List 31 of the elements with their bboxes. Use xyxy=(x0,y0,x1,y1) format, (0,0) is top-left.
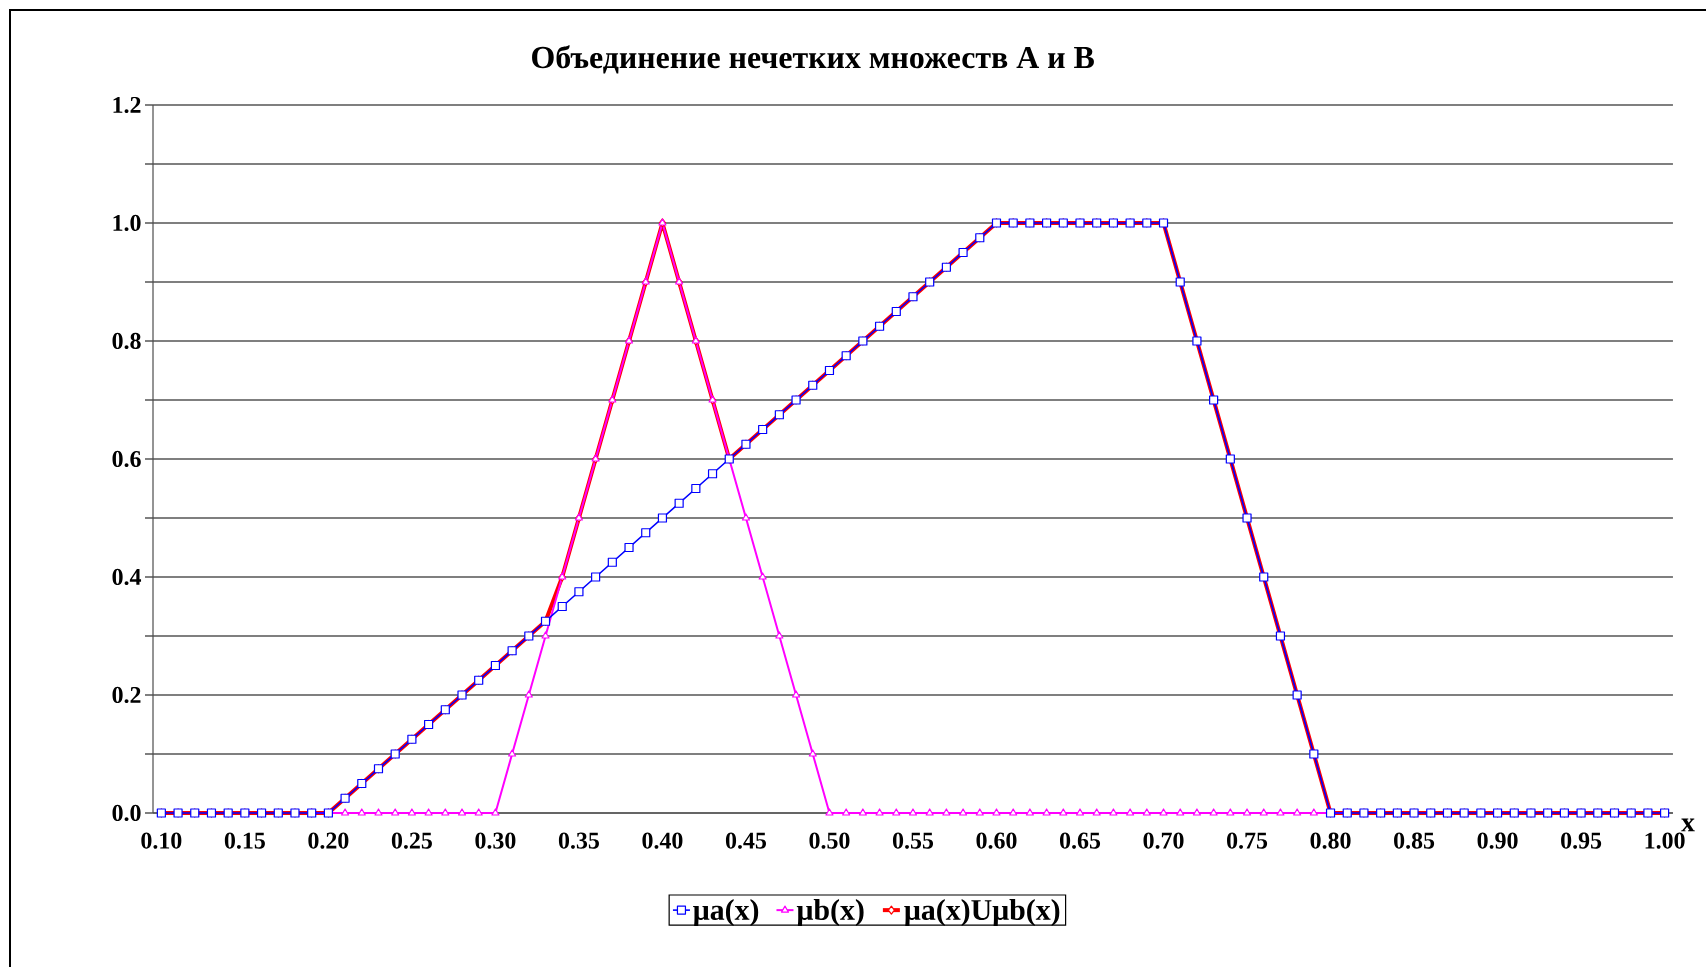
legend-label: μb(x) xyxy=(796,899,864,927)
x-tick-label: 0.65 xyxy=(1059,832,1101,849)
x-tick-label: 0.45 xyxy=(725,832,766,849)
legend-label: μa(x) xyxy=(693,899,759,927)
x-tick-label: 0.25 xyxy=(391,832,432,849)
x-tick-label: 0.30 xyxy=(475,832,516,849)
y-tick-label: 0.8 xyxy=(112,332,141,350)
x-tick-label: 0.10 xyxy=(141,832,182,849)
x-tick-label: 0.50 xyxy=(809,832,850,849)
x-tick-label: 0.20 xyxy=(308,832,349,849)
x-tick-label: 0.85 xyxy=(1394,832,1435,849)
y-tick-label: 0.6 xyxy=(112,450,141,468)
y-tick-label: 0.0 xyxy=(112,804,141,822)
x-axis-title: x xyxy=(1681,818,1695,832)
x-tick-label: 0.90 xyxy=(1477,832,1518,849)
x-tick-label: 0.15 xyxy=(224,832,265,849)
x-tick-label: 1.00 xyxy=(1645,832,1685,849)
x-tick-label: 0.55 xyxy=(892,832,934,849)
y-tick-label: 0.4 xyxy=(112,568,142,586)
x-tick-label: 0.80 xyxy=(1310,832,1351,849)
x-tick-label: 0.35 xyxy=(558,832,599,849)
legend-label: μa(x)Uμb(x) xyxy=(904,899,1060,927)
y-tick-label: 1.0 xyxy=(113,214,141,232)
x-tick-label: 0.70 xyxy=(1143,832,1184,849)
chart-title: Объединение нечетких множеств А и В xyxy=(532,45,1094,74)
x-tick-label: 0.40 xyxy=(642,832,683,849)
x-tick-label: 0.75 xyxy=(1227,832,1268,849)
x-tick-label: 0.95 xyxy=(1561,832,1602,849)
x-tick-label: 0.60 xyxy=(976,832,1017,849)
y-tick-label: 1.2 xyxy=(113,96,141,114)
y-tick-label: 0.2 xyxy=(112,686,141,704)
